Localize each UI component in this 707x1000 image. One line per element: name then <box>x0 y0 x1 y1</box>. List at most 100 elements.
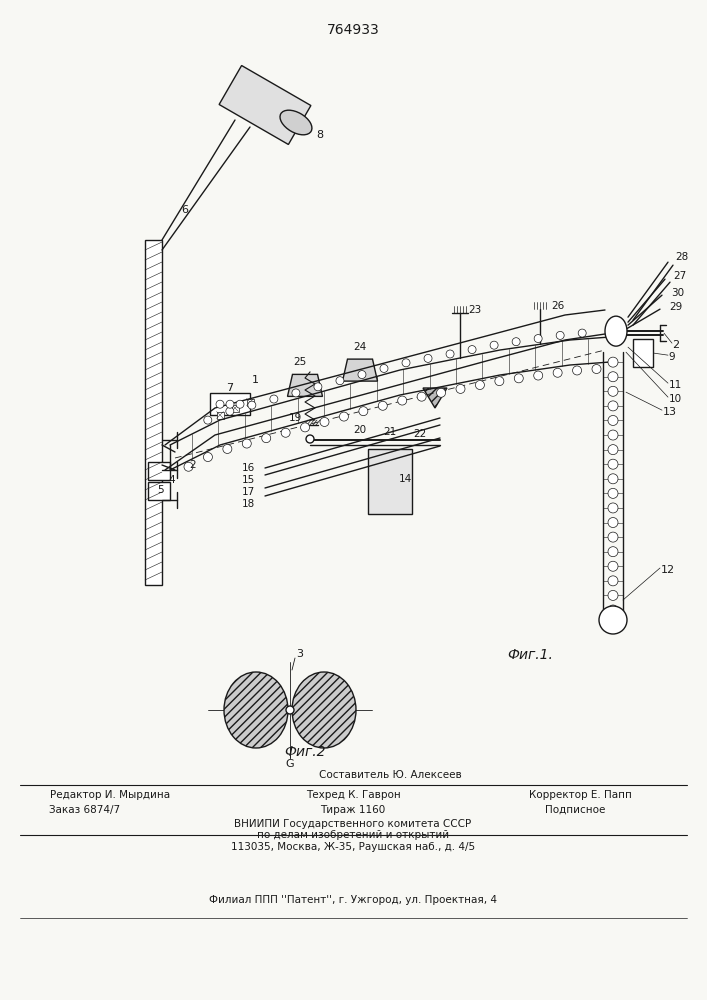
Circle shape <box>320 417 329 426</box>
Bar <box>148 482 170 500</box>
Circle shape <box>599 606 627 634</box>
Bar <box>210 393 250 415</box>
Circle shape <box>226 407 234 415</box>
Text: 2: 2 <box>189 460 197 470</box>
Circle shape <box>608 532 618 542</box>
Text: 19: 19 <box>288 413 302 423</box>
Text: 16: 16 <box>241 463 255 473</box>
Circle shape <box>608 459 618 469</box>
Circle shape <box>534 335 542 343</box>
Text: Подписное: Подписное <box>545 805 605 815</box>
Circle shape <box>608 503 618 513</box>
Text: 12: 12 <box>661 565 675 575</box>
Circle shape <box>592 365 601 374</box>
Text: 8: 8 <box>317 130 324 140</box>
Circle shape <box>608 547 618 557</box>
Text: 3: 3 <box>296 649 303 659</box>
Circle shape <box>314 383 322 391</box>
Circle shape <box>556 331 564 339</box>
Circle shape <box>514 374 523 383</box>
Circle shape <box>402 359 410 367</box>
Bar <box>231 404 238 412</box>
Text: 23: 23 <box>468 305 481 315</box>
Bar <box>368 449 412 514</box>
Circle shape <box>378 401 387 410</box>
Text: G: G <box>286 759 294 769</box>
Circle shape <box>495 377 504 386</box>
Circle shape <box>608 518 618 528</box>
Circle shape <box>608 386 618 396</box>
Circle shape <box>608 372 618 382</box>
Circle shape <box>578 329 586 337</box>
Text: 1: 1 <box>252 375 259 385</box>
Text: Тираж 1160: Тираж 1160 <box>320 805 385 815</box>
Circle shape <box>184 462 193 471</box>
Text: 28: 28 <box>675 252 689 262</box>
Text: 113035, Москва, Ж-35, Раушская наб., д. 4/5: 113035, Москва, Ж-35, Раушская наб., д. … <box>231 842 475 852</box>
Text: 26: 26 <box>551 301 565 311</box>
Bar <box>148 462 170 480</box>
Text: Фиг.1.: Фиг.1. <box>507 648 553 662</box>
Text: Составитель Ю. Алексеев: Составитель Ю. Алексеев <box>319 770 462 780</box>
Ellipse shape <box>224 672 288 748</box>
Text: 27: 27 <box>673 271 686 281</box>
Text: 30: 30 <box>672 288 684 298</box>
Circle shape <box>417 392 426 401</box>
Circle shape <box>398 396 407 405</box>
Text: Филиал ППП ''Патент'', г. Ужгород, ул. Проектная, 4: Филиал ППП ''Патент'', г. Ужгород, ул. П… <box>209 895 497 905</box>
Bar <box>145 240 162 585</box>
Circle shape <box>306 435 314 443</box>
Circle shape <box>226 400 234 408</box>
Text: 11: 11 <box>668 380 682 390</box>
Circle shape <box>216 400 224 408</box>
Text: Редактор И. Мырдина: Редактор И. Мырдина <box>50 790 170 800</box>
Circle shape <box>468 346 476 354</box>
Circle shape <box>608 488 618 498</box>
Circle shape <box>262 434 271 443</box>
Ellipse shape <box>605 316 627 346</box>
Circle shape <box>608 576 618 586</box>
Circle shape <box>223 444 232 453</box>
Polygon shape <box>423 388 447 408</box>
Text: Техред К. Гаврон: Техред К. Гаврон <box>305 790 400 800</box>
Circle shape <box>608 430 618 440</box>
Circle shape <box>336 377 344 385</box>
Circle shape <box>281 428 290 437</box>
Text: 15: 15 <box>241 475 255 485</box>
Text: 9: 9 <box>669 352 675 362</box>
Circle shape <box>270 395 278 403</box>
Text: ВНИИПИ Государственного комитета СССР: ВНИИПИ Государственного комитета СССР <box>235 819 472 829</box>
Polygon shape <box>342 359 378 381</box>
Text: Заказ 6874/7: Заказ 6874/7 <box>49 805 121 815</box>
Text: 29: 29 <box>670 302 683 312</box>
Circle shape <box>358 371 366 379</box>
Text: 18: 18 <box>241 499 255 509</box>
Circle shape <box>573 366 582 375</box>
Circle shape <box>446 350 454 358</box>
Text: 2: 2 <box>672 340 679 350</box>
Circle shape <box>456 384 465 393</box>
Circle shape <box>608 401 618 411</box>
Circle shape <box>236 400 244 408</box>
Circle shape <box>534 371 543 380</box>
Circle shape <box>608 357 618 367</box>
Circle shape <box>608 561 618 571</box>
Circle shape <box>475 381 484 390</box>
Circle shape <box>204 416 212 424</box>
Text: 20: 20 <box>354 425 366 435</box>
Text: по делам изобретений и открытий: по делам изобретений и открытий <box>257 830 449 840</box>
Text: 13: 13 <box>663 407 677 417</box>
Circle shape <box>608 445 618 455</box>
Text: Корректор Е. Папп: Корректор Е. Папп <box>529 790 631 800</box>
Circle shape <box>553 368 562 377</box>
Circle shape <box>436 388 445 397</box>
Circle shape <box>292 389 300 397</box>
Circle shape <box>424 354 432 362</box>
Text: 25: 25 <box>293 357 307 367</box>
Text: 4: 4 <box>169 475 175 485</box>
Text: 6: 6 <box>182 205 189 215</box>
Circle shape <box>300 423 310 432</box>
Circle shape <box>339 412 349 421</box>
Text: Фиг.2: Фиг.2 <box>284 745 326 759</box>
Text: 14: 14 <box>398 474 411 484</box>
